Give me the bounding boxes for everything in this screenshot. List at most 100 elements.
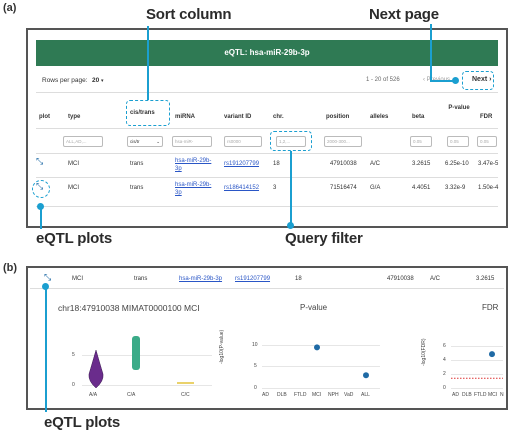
fdr-chart-title: FDR xyxy=(482,303,499,312)
col-fdr[interactable]: FDR xyxy=(480,114,493,120)
query-filter-dot xyxy=(287,222,294,229)
pvalue-gridline xyxy=(262,366,380,367)
chevron-down-icon: ⌄ xyxy=(156,139,160,144)
chevron-left-icon: ‹ xyxy=(423,77,425,83)
rows-per-page-label: Rows per page: xyxy=(42,77,88,84)
fdr-x-label: AD xyxy=(452,392,459,398)
eqtl-plot-highlight xyxy=(32,180,50,198)
row2-mirna-link[interactable]: hsa-miR-29b- 3p xyxy=(175,181,211,197)
type-filter-input[interactable]: ALL,AD,... xyxy=(63,136,103,147)
pvalue-point-mci xyxy=(314,344,320,351)
row2-fdr: 1.50e-4 xyxy=(478,185,499,191)
plot-icon[interactable]: ⤡ xyxy=(36,156,44,166)
col-mirna[interactable]: miRNA xyxy=(175,114,196,120)
col-cis-trans[interactable]: cis/trans xyxy=(130,110,155,116)
row1-variant-link[interactable]: rs191207799 xyxy=(224,161,260,167)
b-row-chr: 18 xyxy=(295,276,302,282)
fdr-point-mci xyxy=(489,351,495,358)
b-row-variant-link[interactable]: rs191207799 xyxy=(235,276,271,282)
next-label: Next xyxy=(472,76,488,83)
row1-divider xyxy=(36,177,498,178)
query-filter-highlight xyxy=(270,131,312,151)
filter-divider xyxy=(36,153,498,154)
row2-mirna-line2: 3p xyxy=(175,190,182,196)
b-row-beta: 3.2615 xyxy=(476,276,495,282)
table-title-bar: eQTL: hsa-miR-29b-3p xyxy=(36,40,498,66)
header-divider xyxy=(36,128,498,129)
pvalue-scatter xyxy=(314,344,369,379)
pvalue-x-label: MCI xyxy=(312,392,322,398)
callout-eqtl-plots: eQTL plots xyxy=(36,230,113,247)
pvalue-point-all xyxy=(363,372,369,379)
row2-alleles: G/A xyxy=(370,185,381,191)
col-alleles[interactable]: alleles xyxy=(370,114,389,120)
col-type[interactable]: type xyxy=(68,114,81,120)
row2-variant-link[interactable]: rs186414152 xyxy=(224,185,260,191)
col-position[interactable]: position xyxy=(326,114,350,120)
row2-chr: 3 xyxy=(273,185,277,191)
pvalue-x-label: FTLD xyxy=(294,392,307,398)
violin-plot xyxy=(88,336,194,389)
col-chr[interactable]: chr. xyxy=(273,114,284,120)
callout-sort-column: Sort column xyxy=(146,6,232,23)
next-page-button[interactable]: Next › xyxy=(472,76,491,83)
mirna-filter-input[interactable]: hsa-miR- xyxy=(172,136,212,147)
row1-position: 47910038 xyxy=(330,161,357,167)
pvalue-x-label: AD xyxy=(262,392,269,398)
row1-mirna-line1: hsa-miR-29b- xyxy=(175,158,212,164)
eqtl-plot-connector xyxy=(40,205,42,229)
row1-alleles: A/C xyxy=(370,161,381,167)
variant-filter-input[interactable]: rs0000 xyxy=(224,136,262,147)
row1-p-value: 6.25e-10 xyxy=(445,161,469,167)
row2-position: 71516474 xyxy=(330,185,357,191)
violin-aa xyxy=(88,349,104,389)
row1-mirna-line2: 3p xyxy=(175,166,182,172)
col-beta[interactable]: beta xyxy=(412,114,425,120)
callout-b-eqtl-plots: eQTL plots xyxy=(44,414,121,431)
col-variant-id[interactable]: variant ID xyxy=(224,114,252,120)
position-filter-input[interactable]: 2000-300... xyxy=(324,136,362,147)
callout-next-page: Next page xyxy=(369,6,439,23)
rows-per-page-select[interactable]: 20 ▾ xyxy=(92,77,104,84)
row2-p-value: 3.32e-9 xyxy=(445,185,466,191)
next-page-dot xyxy=(452,77,459,84)
cis-trans-filter-select[interactable]: cis/tr ⌄ xyxy=(127,136,163,147)
fdr-x-label: MCI xyxy=(488,392,498,398)
pvalue-y-tick: 0 xyxy=(254,385,257,391)
col-plot: plot xyxy=(39,114,50,120)
fdr-gridline xyxy=(451,346,503,347)
violin-y-tick: 5 xyxy=(72,352,75,358)
pvalue-y-label: -log10(P-value) xyxy=(219,329,225,364)
fdr-gridline xyxy=(451,360,503,361)
row1-type: MCI xyxy=(68,161,79,167)
fdr-gridline xyxy=(451,388,503,389)
pvalue-y-tick: 10 xyxy=(252,342,258,348)
violin-y-tick: 0 xyxy=(72,382,75,388)
col-p-value[interactable]: P-value xyxy=(448,105,470,111)
p-value-filter-input[interactable]: 0.05 xyxy=(447,136,469,147)
beta-filter-input[interactable]: 0.05 xyxy=(410,136,432,147)
fdr-y-label: -log10(FDR) xyxy=(421,338,427,366)
fdr-gridline xyxy=(451,374,503,375)
pvalue-x-label: DLB xyxy=(277,392,287,398)
row1-beta: 3.2615 xyxy=(412,161,431,167)
pvalue-gridline xyxy=(262,388,380,389)
sort-column-highlight xyxy=(126,100,170,126)
b-row-divider xyxy=(30,288,504,289)
b-row-type: MCI xyxy=(72,276,83,282)
plot-icon[interactable]: ⤡ xyxy=(44,272,52,282)
fdr-filter-input[interactable]: 0.05 xyxy=(477,136,497,147)
chr-filter-input[interactable]: 1,2,... xyxy=(276,136,306,147)
row2-type: MCI xyxy=(68,185,79,191)
b-row-mirna-link[interactable]: hsa-miR-29b-3p xyxy=(179,276,223,282)
pagination-range: 1 - 20 of 526 xyxy=(366,77,400,83)
violin-gridline xyxy=(82,385,212,386)
sort-column-connector xyxy=(147,26,149,100)
fdr-x-label: DLB xyxy=(462,392,472,398)
rows-per-page-value: 20 xyxy=(92,77,100,84)
violin-ca xyxy=(132,336,140,370)
violin-x-label: C/C xyxy=(181,392,190,398)
b-eqtl-plot-connector xyxy=(45,288,47,412)
query-filter-connector xyxy=(290,151,292,227)
row1-mirna-link[interactable]: hsa-miR-29b- 3p xyxy=(175,157,211,173)
